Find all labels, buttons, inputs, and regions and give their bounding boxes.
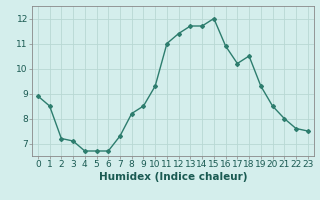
X-axis label: Humidex (Indice chaleur): Humidex (Indice chaleur) (99, 172, 247, 182)
